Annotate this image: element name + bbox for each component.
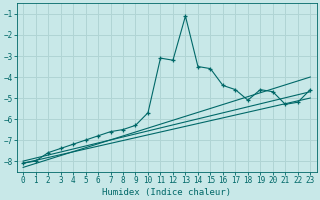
X-axis label: Humidex (Indice chaleur): Humidex (Indice chaleur) bbox=[102, 188, 231, 197]
